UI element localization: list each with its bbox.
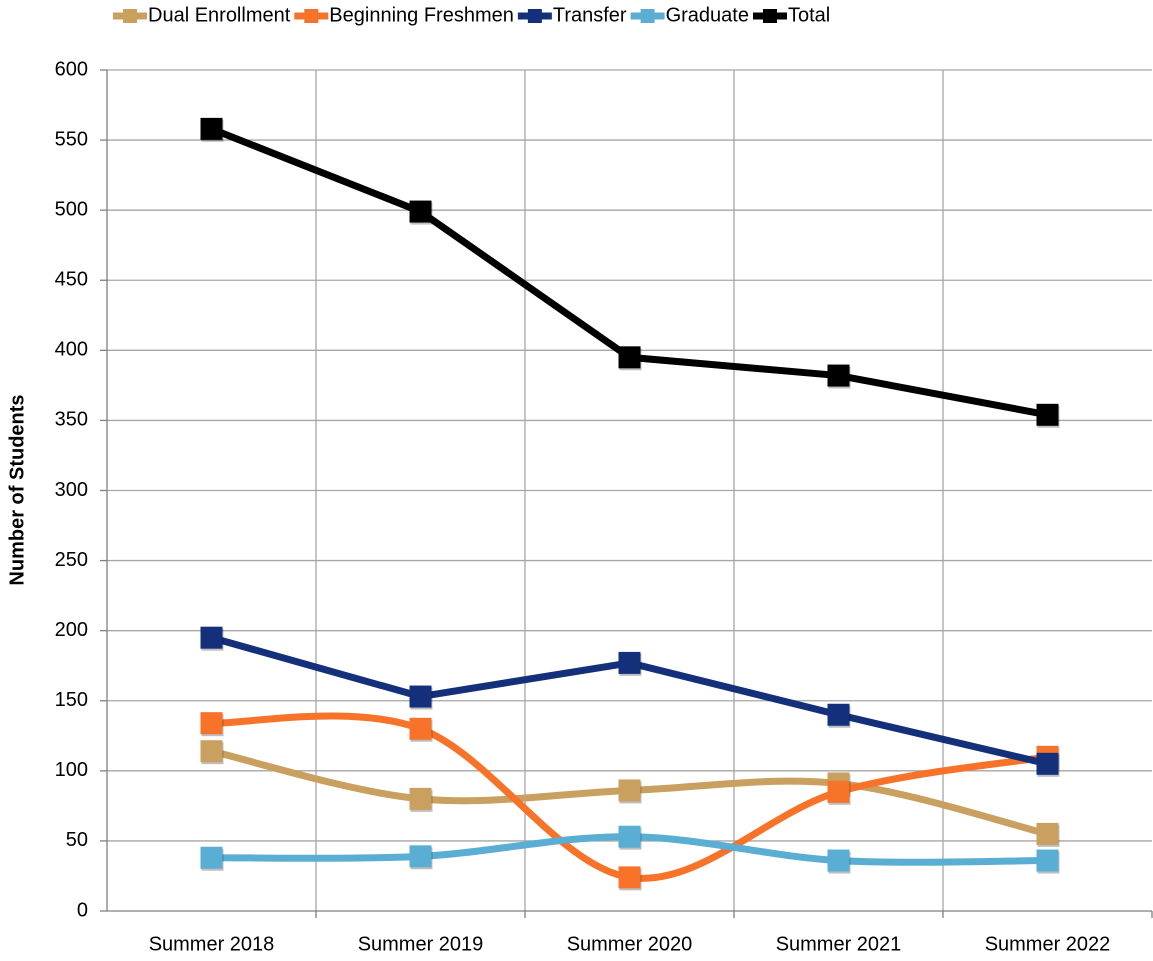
series xyxy=(200,117,1060,428)
x-tick-label: Summer 2019 xyxy=(358,933,484,955)
x-tick-label: Summer 2020 xyxy=(567,933,693,955)
marker xyxy=(618,346,641,369)
marker xyxy=(1036,849,1059,872)
marker xyxy=(409,200,432,223)
marker xyxy=(200,740,223,763)
legend-label: Dual Enrollment xyxy=(148,4,291,26)
y-tick-label: 150 xyxy=(55,689,88,711)
y-tick-label: 0 xyxy=(77,899,88,921)
y-tick-label: 50 xyxy=(66,829,88,851)
marker xyxy=(409,845,432,868)
marker xyxy=(1036,403,1059,426)
marker xyxy=(200,846,223,869)
legend-swatch-marker xyxy=(640,9,655,23)
x-tick-label: Summer 2021 xyxy=(776,933,902,955)
legend-label: Graduate xyxy=(666,4,749,26)
marker xyxy=(409,787,432,810)
y-tick-label: 600 xyxy=(55,58,88,80)
marker xyxy=(618,651,641,674)
legend-swatch-marker xyxy=(527,9,542,23)
legend-swatch-marker xyxy=(304,9,319,23)
y-axis-label: Number of Students xyxy=(6,394,28,585)
marker xyxy=(827,703,850,726)
series xyxy=(200,825,1060,874)
marker xyxy=(618,825,641,848)
series xyxy=(200,626,1060,777)
x-tick-label: Summer 2022 xyxy=(985,933,1111,955)
marker xyxy=(409,685,432,708)
marker xyxy=(200,712,223,735)
x-tick-label: Summer 2018 xyxy=(149,933,275,955)
legend-swatch-marker xyxy=(123,9,137,23)
y-tick-label: 400 xyxy=(55,339,88,361)
y-tick-label: 350 xyxy=(55,409,88,431)
marker xyxy=(618,866,641,889)
marker xyxy=(827,364,850,387)
series xyxy=(200,740,1060,847)
legend-label: Beginning Freshmen xyxy=(329,4,514,26)
y-tick-label: 550 xyxy=(55,128,88,150)
marker xyxy=(1036,752,1059,775)
marker xyxy=(827,780,850,803)
legend-swatch-marker xyxy=(762,9,777,23)
marker xyxy=(827,849,850,872)
y-tick-label: 100 xyxy=(55,759,88,781)
marker xyxy=(200,626,223,649)
series-line xyxy=(210,125,1049,419)
y-tick-label: 250 xyxy=(55,549,88,571)
legend-label: Total xyxy=(788,4,830,26)
marker xyxy=(618,779,641,802)
y-tick-label: 450 xyxy=(55,269,88,291)
y-tick-label: 500 xyxy=(55,198,88,220)
marker xyxy=(409,717,432,740)
legend-label: Transfer xyxy=(553,4,627,26)
marker xyxy=(200,117,223,140)
y-tick-label: 200 xyxy=(55,619,88,641)
y-tick-label: 300 xyxy=(55,479,88,501)
marker xyxy=(1036,822,1059,845)
